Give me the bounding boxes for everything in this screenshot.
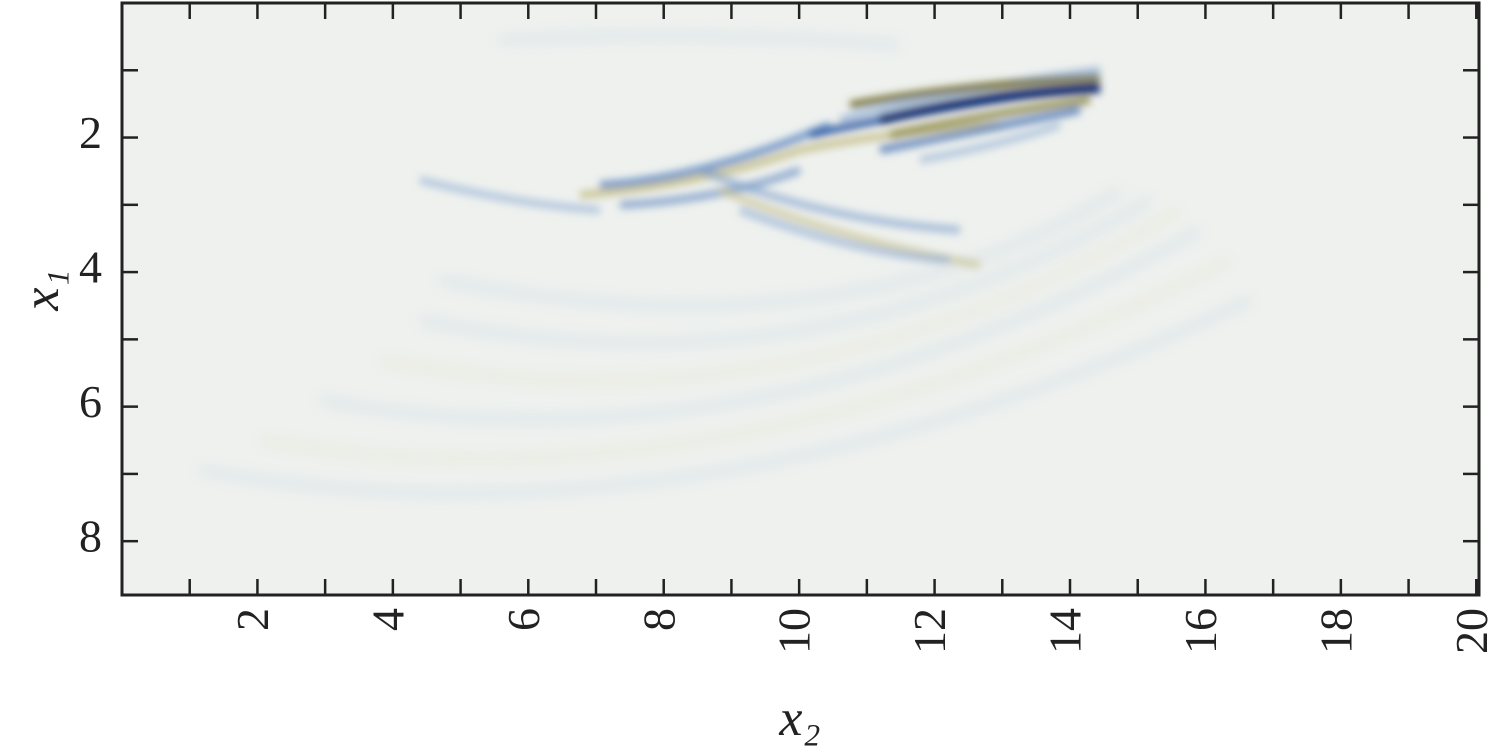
x-tick-label: 6 xyxy=(498,608,549,631)
x-tick-label: 2 xyxy=(227,608,278,631)
y-tick-label: 2 xyxy=(79,107,102,158)
x-tick-label: 4 xyxy=(362,608,413,631)
y-tick-label: 4 xyxy=(79,242,102,293)
x-tick-label: 16 xyxy=(1175,608,1226,654)
x-tick-label: 20 xyxy=(1446,608,1493,654)
y-tick-label: 8 xyxy=(79,511,102,562)
x-tick-label: 14 xyxy=(1040,608,1091,654)
x-tick-label: 10 xyxy=(769,608,820,654)
plot-frame xyxy=(120,1,1481,597)
y-tick-label: 6 xyxy=(79,376,102,427)
wavefield xyxy=(199,33,1252,496)
x-tick-label: 8 xyxy=(633,608,684,631)
y-axis-label: x₁ xyxy=(13,269,70,311)
x-tick-label: 12 xyxy=(904,608,955,654)
x-axis-label: x₂ xyxy=(778,690,820,747)
x-tick-label: 18 xyxy=(1310,608,1361,654)
